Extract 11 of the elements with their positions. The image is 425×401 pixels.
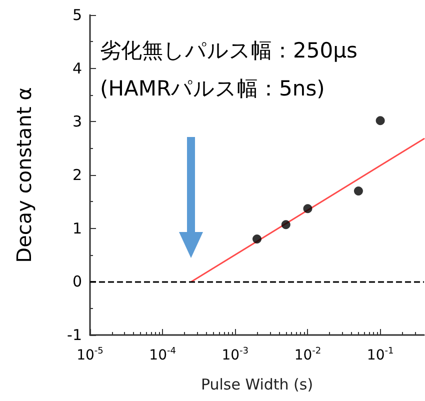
y-axis-title: Decay constant α xyxy=(12,87,36,263)
y-tick-label: 5 xyxy=(72,6,82,24)
annotation: (HAMRパルス幅：5ns) xyxy=(100,76,325,100)
y-tick-label: 3 xyxy=(72,112,82,131)
y-tick-label: 0 xyxy=(72,272,82,291)
y-tick-label: -1 xyxy=(67,326,82,344)
annotation: 劣化無しパルス幅：250μs xyxy=(100,38,358,62)
y-tick-label: 1 xyxy=(72,219,82,238)
y-tick-label: 2 xyxy=(72,166,82,184)
x-axis-title: Pulse Width (s) xyxy=(200,376,314,394)
y-tick-label: 4 xyxy=(72,59,82,78)
